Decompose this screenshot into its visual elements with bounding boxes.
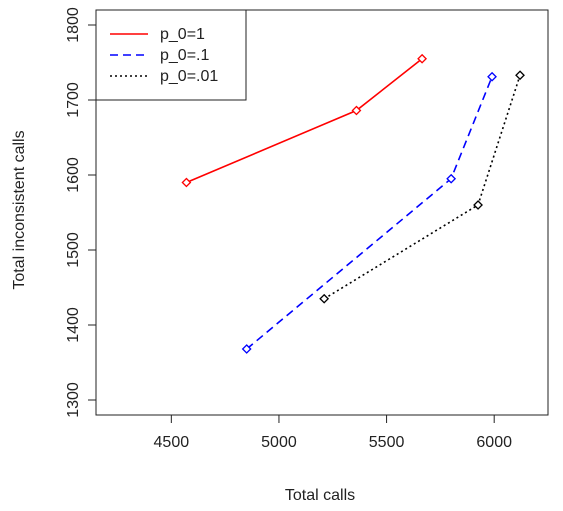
legend-label-1: p_0=1 bbox=[160, 26, 205, 43]
y-axis-label: Total inconsistent calls bbox=[11, 130, 28, 289]
legend-label-2: p_0=.1 bbox=[160, 47, 209, 64]
data-point bbox=[181, 177, 192, 188]
plot-layer bbox=[181, 53, 525, 354]
y-tick-label: 1500 bbox=[65, 232, 82, 268]
data-point bbox=[446, 173, 457, 184]
y-tick-label: 1800 bbox=[65, 7, 82, 43]
axes-layer: 4500 5000 5500 6000 1300 1400 1500 1600 1700 1800 bbox=[65, 7, 549, 451]
data-point bbox=[487, 71, 497, 82]
x-tick-label: 4500 bbox=[154, 434, 190, 451]
y-tick-label: 1300 bbox=[65, 382, 82, 418]
y-tick-label: 1600 bbox=[65, 157, 82, 193]
data-point bbox=[515, 70, 525, 81]
x-tick-label: 6000 bbox=[476, 434, 512, 451]
legend: p_0=1 p_0=.1 p_0=.01 bbox=[95, 9, 247, 101]
series-line-2 bbox=[246, 76, 493, 350]
data-point bbox=[417, 53, 428, 64]
data-point bbox=[241, 344, 252, 354]
legend-box bbox=[95, 9, 247, 101]
legend-label-3: p_0=.01 bbox=[160, 68, 218, 85]
y-tick-label: 1400 bbox=[65, 307, 82, 343]
data-point bbox=[351, 105, 362, 116]
data-point bbox=[473, 200, 483, 210]
x-tick-label: 5000 bbox=[261, 434, 297, 451]
y-tick-label: 1700 bbox=[65, 82, 82, 118]
data-point bbox=[319, 293, 330, 304]
x-axis-label: Total calls bbox=[285, 487, 355, 504]
plot-frame bbox=[95, 9, 549, 416]
x-tick-label: 5500 bbox=[369, 434, 405, 451]
